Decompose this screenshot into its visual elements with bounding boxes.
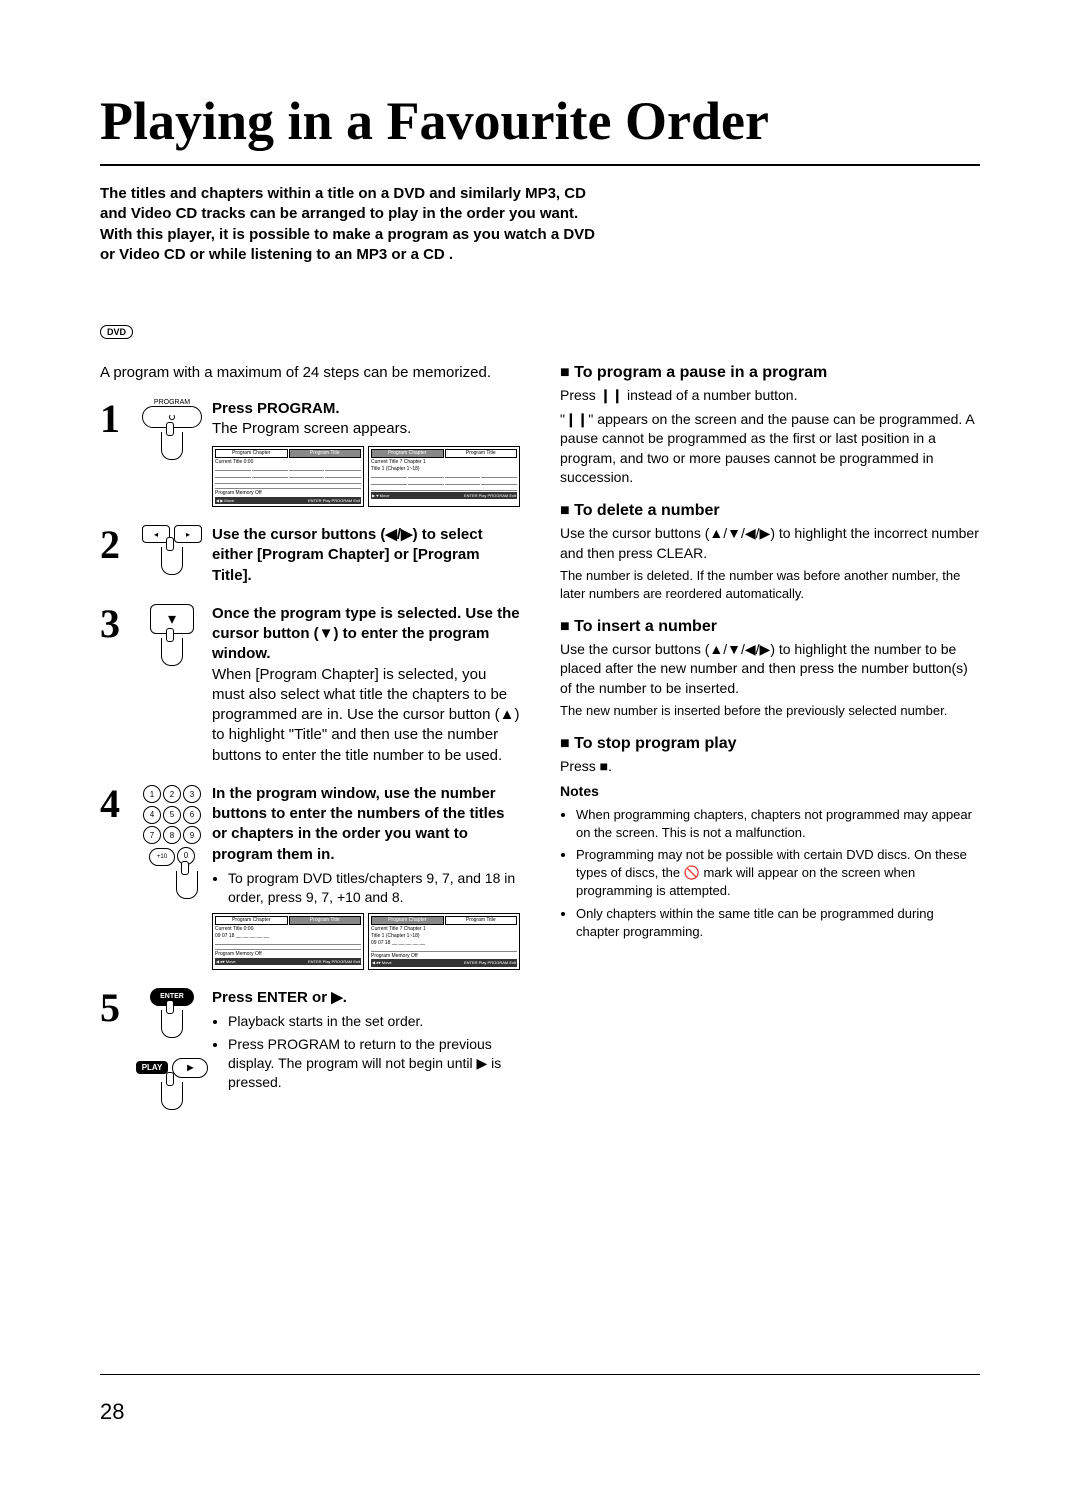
screen-row: 09 07 18 __ __ __ __ __ <box>371 940 517 947</box>
key: 2 <box>163 785 181 803</box>
section-para: Use the cursor buttons (▲/▼/◀/▶) to high… <box>560 524 980 563</box>
numpad-icon: 123 456 789 +100 <box>136 784 208 868</box>
program-screens: Program ChapterProgram Title Current Tit… <box>212 913 520 970</box>
key: 7 <box>143 826 161 844</box>
screen-sub: Current Title 7 Chapter 1 <box>371 926 517 933</box>
page-number: 28 <box>100 1399 124 1425</box>
tab: Program Title <box>445 916 518 926</box>
step-heading: In the program window, use the number bu… <box>212 784 520 865</box>
step-bullet: Playback starts in the set order. <box>228 1012 520 1031</box>
hand-icon <box>161 638 183 666</box>
section-para: Press ❙❙ instead of a number button. <box>560 386 980 406</box>
tab: Program Chapter <box>371 916 444 926</box>
tab: Program Chapter <box>371 449 444 459</box>
bottom-rule <box>100 1374 980 1375</box>
key: 1 <box>143 785 161 803</box>
foot: ENTER Play PROGRAM Exit <box>464 493 516 498</box>
tab: Program Title <box>445 449 518 459</box>
program-btn-label: PROGRAM <box>154 399 190 406</box>
key: 4 <box>143 806 161 824</box>
key: 3 <box>183 785 201 803</box>
section-small: The new number is inserted before the pr… <box>560 702 980 720</box>
foot: ENTER Play PROGRAM Exit <box>308 498 360 503</box>
step-heading: Once the program type is selected. Use t… <box>212 604 520 665</box>
title-rule <box>100 164 980 166</box>
screen-sub: Title 1 (Chapter 1~18) <box>371 933 517 940</box>
section-small: The number is deleted. If the number was… <box>560 567 980 603</box>
tab: Program Chapter <box>215 449 288 459</box>
notes-heading: Notes <box>560 782 980 802</box>
section-heading: To delete a number <box>560 502 980 520</box>
step-5: 5 ENTER PLAY ▶ Press ENTER or ▶. Playbac… <box>100 988 520 1110</box>
key: 5 <box>163 806 181 824</box>
play-button-icon: ▶ <box>172 1058 208 1078</box>
step-2: 2 ◂▸ Use the cursor buttons (◀/▶) to sel… <box>100 525 520 586</box>
step-number: 4 <box>100 784 132 970</box>
page-title: Playing in a Favourite Order <box>100 90 980 152</box>
step-1: 1 PROGRAM Press PROGRAM. The Program scr… <box>100 399 520 507</box>
screen-row: 09 07 18 __ __ __ __ __ <box>215 933 361 940</box>
hand-icon <box>161 1010 183 1038</box>
screen-mem: Program Memory Off <box>371 953 517 960</box>
step-bullet: Press PROGRAM to return to the previous … <box>228 1035 520 1092</box>
section-heading: To insert a number <box>560 618 980 636</box>
section-para: Press ■. <box>560 757 980 777</box>
steps-column: A program with a maximum of 24 steps can… <box>100 364 520 1128</box>
section-heading: To stop program play <box>560 735 980 753</box>
tab: Program Chapter <box>215 916 288 926</box>
play-label: PLAY <box>136 1061 169 1074</box>
hand-icon <box>161 1082 183 1110</box>
step-body-text: When [Program Chapter] is selected, you … <box>212 665 520 766</box>
step-3: 3 ▾ Once the program type is selected. U… <box>100 604 520 766</box>
step-4: 4 123 456 789 +100 In the program window… <box>100 784 520 970</box>
key: 9 <box>183 826 201 844</box>
note-item: When programming chapters, chapters not … <box>576 806 980 842</box>
note-item: Programming may not be possible with cer… <box>576 846 980 901</box>
notes-column: To program a pause in a program Press ❙❙… <box>560 364 980 1128</box>
tab: Program Title <box>289 449 362 459</box>
foot: ◀ ♠♥ Move <box>216 959 236 964</box>
step-number: 2 <box>100 525 132 586</box>
step-heading: Press PROGRAM. <box>212 399 520 419</box>
screen-sub: Current Title 7 Chapter 1 <box>371 459 517 466</box>
foot: ENTER Play PROGRAM Exit <box>464 960 516 965</box>
note-item: Only chapters within the same title can … <box>576 905 980 941</box>
step-number: 5 <box>100 988 132 1110</box>
step-heading: Press ENTER or ▶. <box>212 988 520 1008</box>
screen-sub: Title 1 (Chapter 1~18) <box>371 466 517 473</box>
step-heading: Use the cursor buttons (◀/▶) to select e… <box>212 525 520 586</box>
tab: Program Title <box>289 916 362 926</box>
step-body-text: The Program screen appears. <box>212 419 520 439</box>
hand-icon <box>176 871 198 899</box>
section-para: Use the cursor buttons (▲/▼/◀/▶) to high… <box>560 640 980 699</box>
foot: ENTER Play PROGRAM Exit <box>308 959 360 964</box>
key: +10 <box>149 848 175 866</box>
step-number: 1 <box>100 399 132 507</box>
screen-sub: Current Title 0:00 <box>215 459 361 466</box>
step-bullet: To program DVD titles/chapters 9, 7, and… <box>228 869 520 907</box>
screen-mem: Program Memory Off <box>215 490 361 497</box>
intro-text: The titles and chapters within a title o… <box>100 184 600 265</box>
prelude-text: A program with a maximum of 24 steps can… <box>100 364 520 381</box>
screen-sub: Current Title 0:00 <box>215 926 361 933</box>
hand-icon <box>161 432 183 460</box>
hand-icon <box>161 547 183 575</box>
key: 6 <box>183 806 201 824</box>
key: 8 <box>163 826 181 844</box>
foot: ◀ ♠♥ Move <box>372 960 392 965</box>
program-screens: Program ChapterProgram Title Current Tit… <box>212 446 520 508</box>
section-para: "❙❙" appears on the screen and the pause… <box>560 410 980 488</box>
screen-mem: Program Memory Off <box>215 951 361 958</box>
section-heading: To program a pause in a program <box>560 364 980 382</box>
step-number: 3 <box>100 604 132 766</box>
foot: ◀ ▶ Move <box>216 498 234 503</box>
dvd-badge: DVD <box>100 325 133 339</box>
foot: ▶ ♥ Move <box>372 493 389 498</box>
